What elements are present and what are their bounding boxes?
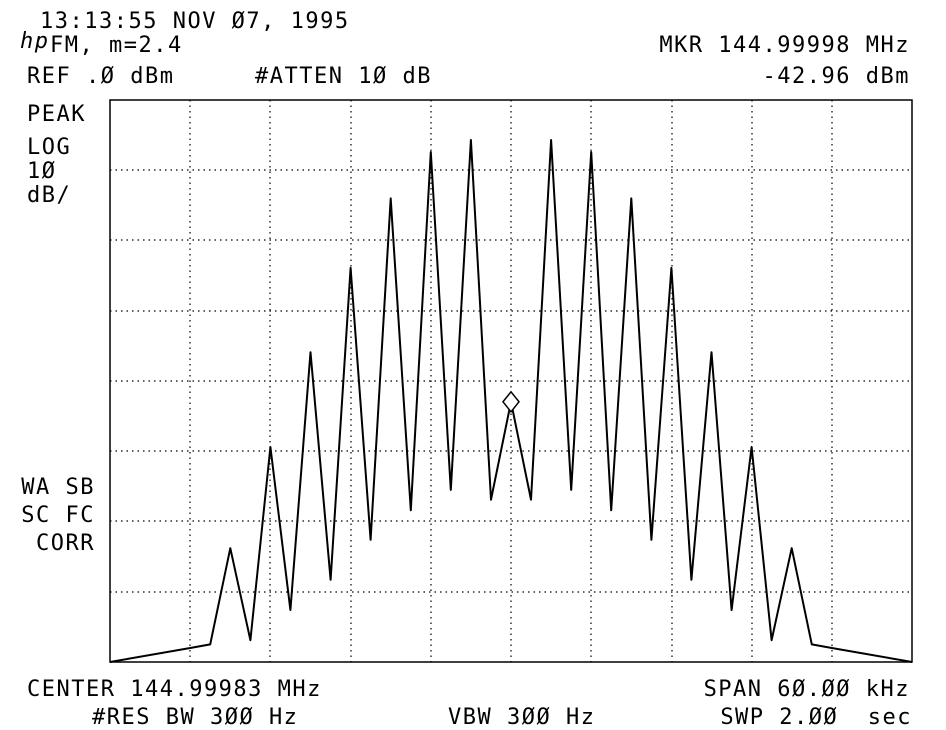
- scale-type: LOG: [27, 135, 71, 160]
- flag: WA SB: [21, 475, 95, 500]
- scale-value: 1Ø: [27, 159, 57, 184]
- attenuation: #ATTEN 1Ø dB: [255, 64, 432, 89]
- marker-frequency: MKR 144.99998 MHz: [659, 33, 910, 58]
- marker-level: -42.96 dBm: [763, 64, 910, 89]
- marker-diamond: [502, 390, 520, 413]
- flag: SC FC: [21, 503, 95, 528]
- hp-logo: hp: [20, 29, 50, 54]
- sweep-time: SWP 2.ØØ sec: [720, 705, 912, 730]
- resolution-bandwidth: #RES BW 3ØØ Hz: [92, 705, 298, 730]
- timestamp: 13:13:55 NOV Ø7, 1995: [40, 9, 350, 34]
- scale-unit: dB/: [27, 183, 71, 208]
- detector: PEAK: [27, 102, 86, 127]
- plot-grid: [109, 99, 913, 663]
- flag: CORR: [36, 531, 95, 556]
- ref-level: REF .Ø dBm: [27, 64, 174, 89]
- video-bandwidth: VBW 3ØØ Hz: [448, 705, 595, 730]
- center-frequency: CENTER 144.99983 MHz: [27, 677, 322, 702]
- span: SPAN 6Ø.ØØ kHz: [704, 677, 910, 702]
- signal-label: FM, m=2.4: [50, 33, 183, 58]
